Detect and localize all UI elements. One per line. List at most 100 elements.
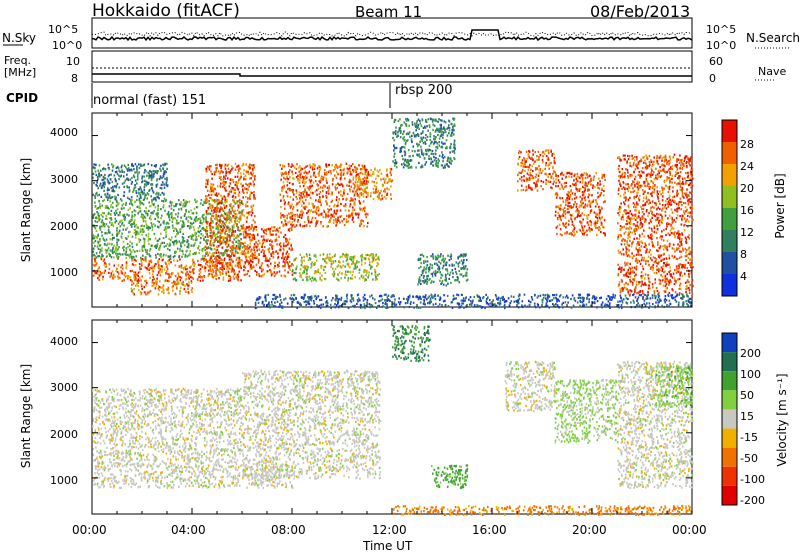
power-cell: [175, 241, 178, 244]
power-cell: [179, 219, 182, 222]
power-cell: [163, 268, 166, 271]
power-cell: [179, 249, 181, 252]
power-cell: [295, 167, 298, 171]
power-cell: [149, 259, 152, 262]
power-cell: [145, 226, 148, 229]
power-cell: [567, 207, 570, 211]
power-cell: [162, 175, 165, 178]
power-cell: [95, 262, 98, 265]
power-cell: [456, 279, 459, 282]
power-cell: [121, 264, 124, 267]
power-cell: [189, 250, 191, 253]
power-cell: [286, 250, 289, 253]
power-cell: [227, 265, 230, 268]
power-cell: [211, 186, 214, 189]
power-cell: [247, 244, 249, 247]
power-cell: [123, 224, 125, 227]
power-cell: [156, 214, 159, 217]
power-cell: [243, 249, 246, 253]
power-cell: [430, 162, 432, 165]
power-cell: [133, 168, 135, 171]
power-cell: [219, 267, 222, 270]
power-cell: [305, 172, 308, 175]
power-cell: [559, 217, 562, 220]
power-cell: [282, 242, 285, 245]
power-cell: [440, 123, 442, 126]
power-cell: [105, 251, 108, 254]
power-cell: [307, 221, 310, 224]
power-cell: [97, 213, 100, 216]
power-cell: [195, 201, 197, 204]
power-cell: [211, 273, 213, 276]
power-cell: [293, 271, 296, 275]
power-cell: [105, 238, 108, 241]
power-cell: [214, 237, 217, 240]
power-cell: [522, 162, 524, 165]
power-cell: [449, 271, 452, 274]
power-cell: [225, 221, 228, 224]
power-cell: [186, 201, 189, 204]
power-cell: [221, 199, 223, 202]
power-cell: [225, 170, 227, 173]
power-cell: [127, 167, 130, 170]
power-cell: [230, 234, 232, 238]
power-cell: [241, 164, 244, 167]
power-cell: [434, 274, 437, 277]
power-cell: [125, 256, 128, 259]
power-cell: [425, 266, 428, 269]
power-cell: [232, 205, 235, 208]
power-cell: [427, 266, 430, 270]
power-cell: [303, 271, 305, 274]
power-cell: [121, 204, 124, 207]
power-cell: [206, 227, 208, 230]
power-cell: [364, 170, 367, 173]
power-cell: [348, 184, 350, 187]
power-cell: [141, 230, 144, 233]
power-cell: [316, 183, 318, 186]
power-cell: [410, 159, 413, 162]
power-cell: [457, 265, 460, 268]
power-cell: [188, 200, 191, 203]
power-cell: [121, 279, 123, 282]
power-cell: [297, 179, 299, 182]
power-cell: [107, 187, 109, 190]
power-cell: [205, 252, 208, 255]
power-cell: [547, 152, 550, 155]
power-cell: [441, 274, 444, 277]
power-cell: [575, 196, 578, 199]
power-cell: [225, 198, 228, 201]
power-cell: [531, 188, 533, 191]
power-cell: [419, 119, 421, 122]
power-cell: [201, 249, 203, 252]
power-cell: [160, 169, 162, 172]
power-cell: [221, 214, 224, 217]
power-cell: [287, 262, 289, 265]
power-cell: [241, 209, 244, 212]
power-cell: [140, 264, 143, 267]
power-cell: [328, 253, 331, 256]
power-cell: [136, 175, 139, 178]
power-cell: [582, 233, 584, 236]
power-cell: [418, 127, 420, 130]
power-cell: [146, 252, 149, 255]
power-cell: [197, 230, 199, 233]
power-cell: [96, 245, 99, 248]
power-cell: [343, 204, 345, 208]
power-cell: [347, 264, 350, 267]
power-cell: [206, 222, 208, 225]
power-cell: [204, 255, 206, 258]
power-cell: [326, 186, 329, 189]
power-cell: [150, 212, 152, 215]
power-cell: [194, 252, 196, 255]
power-cell: [310, 209, 312, 212]
power-cell: [401, 154, 403, 158]
power-cell: [148, 260, 151, 263]
power-cell: [147, 181, 150, 184]
power-cell: [162, 253, 165, 256]
power-cell: [428, 124, 431, 127]
power-cell: [211, 253, 214, 256]
power-cell: [152, 267, 155, 270]
power-cell: [151, 199, 153, 202]
power-cell: [253, 237, 255, 240]
power-cell: [352, 256, 355, 259]
